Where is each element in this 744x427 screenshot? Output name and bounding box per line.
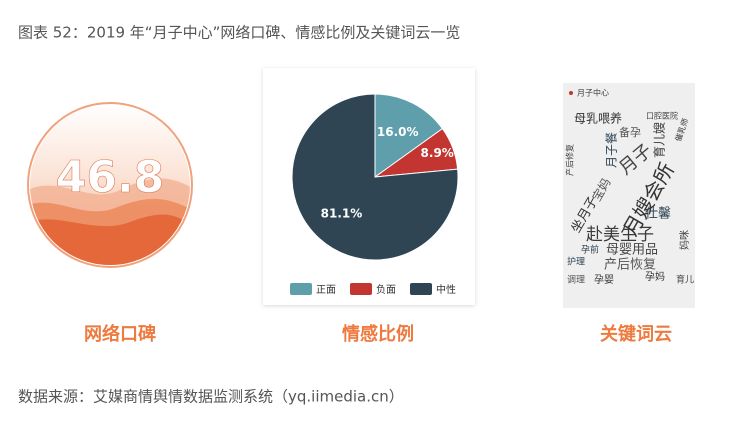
legend-swatch xyxy=(350,283,372,295)
word: 孕妈 xyxy=(645,270,665,283)
word: 护理 xyxy=(567,256,585,268)
word: 母乳喂养 xyxy=(574,111,622,126)
gauge-ring xyxy=(27,102,193,268)
legend-swatch xyxy=(290,283,312,295)
legend-label: 负面 xyxy=(376,283,396,296)
word: 育儿嫂 xyxy=(652,122,667,158)
legend-dot xyxy=(569,91,573,95)
data-label: 8.9% xyxy=(421,146,454,160)
word: 产后恢复 xyxy=(604,258,656,273)
data-label: 16.0% xyxy=(377,125,419,139)
word: 育儿 xyxy=(676,274,694,286)
figure-title: 图表 52：2019 年“月子中心”网络口碑、情感比例及关键词云一览 xyxy=(18,24,460,42)
legend-swatch xyxy=(410,283,432,295)
word: 母婴用品 xyxy=(606,243,658,258)
word: 月子餐 xyxy=(604,132,619,168)
source: 数据来源：艾媒商情舆情数据监测系统（yq.iimedia.cn） xyxy=(18,388,404,406)
word: 备孕 xyxy=(619,125,641,139)
word: 口腔医院 xyxy=(646,111,678,121)
wordcloud-panel xyxy=(563,83,695,308)
legend-label: 月子中心 xyxy=(577,88,609,98)
pie-slice xyxy=(291,93,459,261)
legend-label: 中性 xyxy=(436,283,456,296)
word: 调理 xyxy=(567,275,585,286)
gauge-value: 46.8 xyxy=(56,152,165,203)
caption: 网络口碑 xyxy=(84,323,156,345)
word: 产后修复 xyxy=(565,144,575,176)
word: 赴美生子 xyxy=(586,225,654,245)
gauge: 46.8 xyxy=(27,102,193,268)
pie-slice xyxy=(374,93,444,178)
data-label: 81.1% xyxy=(321,206,363,220)
pie: 16.0%8.9% 81.1% 正面 负面 中性 xyxy=(290,93,459,296)
word: 孕婴 xyxy=(594,274,614,286)
word: 仕馨 xyxy=(645,206,671,222)
word: 孕前 xyxy=(581,244,599,256)
caption: 关键词云 xyxy=(600,323,672,345)
word: 妈咪 xyxy=(678,230,691,250)
legend-label: 正面 xyxy=(316,285,336,296)
caption: 情感比例 xyxy=(342,323,414,345)
